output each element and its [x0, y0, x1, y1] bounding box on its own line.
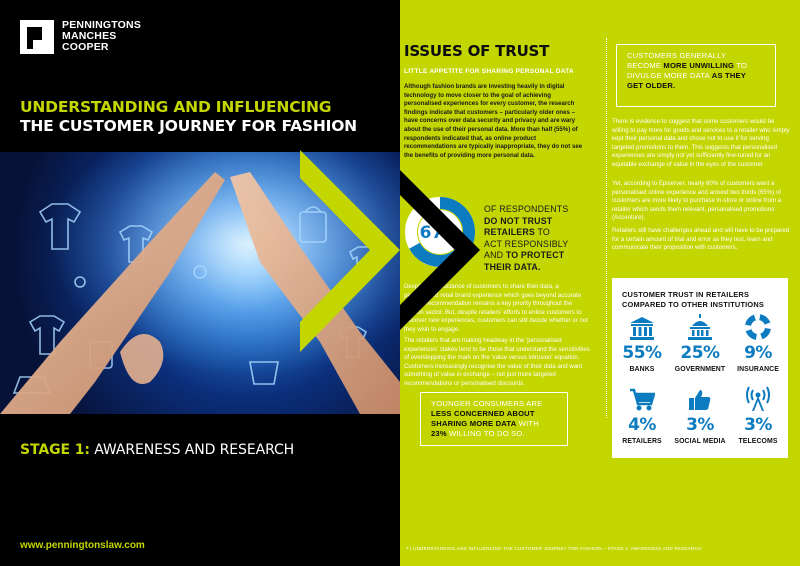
lifebuoy-icon — [730, 314, 786, 340]
page-title: UNDERSTANDING AND INFLUENCING THE CUSTOM… — [20, 98, 357, 136]
pull-quote-younger: YOUNGER CONSUMERS ARE LESS CONCERNED ABO… — [420, 392, 568, 446]
title-line-2: THE CUSTOMER JOURNEY FOR FASHION — [20, 117, 357, 135]
bank-icon — [614, 314, 670, 340]
stage-heading: STAGE 1: AWARENESS AND RESEARCH — [20, 442, 294, 458]
logo-text: PENNINGTONS MANCHES COOPER — [62, 19, 142, 53]
antenna-icon — [730, 386, 786, 412]
page-footer: 7 | UNDERSTANDING AND INFLUENCING THE CU… — [406, 546, 702, 551]
right-page: ISSUES OF TRUST LITTLE APPETITE FOR SHAR… — [400, 0, 800, 566]
page-number: 7 — [406, 546, 409, 551]
column-left: ISSUES OF TRUST LITTLE APPETITE FOR SHAR… — [404, 42, 589, 160]
trust-item-social-media: 3% SOCIAL MEDIA — [672, 386, 728, 445]
body-paragraph-3: There is evidence to suggest that some c… — [612, 118, 790, 168]
stage-text: AWARENESS AND RESEARCH — [94, 442, 295, 458]
shopping-cart-icon — [614, 386, 670, 412]
capitol-icon — [672, 314, 728, 340]
trust-comparison-panel: CUSTOMER TRUST IN RETAILERS COMPARED TO … — [612, 278, 788, 458]
trust-item-government: 25% GOVERNMENT — [672, 314, 728, 373]
trust-panel-title: CUSTOMER TRUST IN RETAILERS COMPARED TO … — [622, 290, 765, 309]
hero-photo — [0, 152, 400, 414]
trust-item-telecoms: 3% TELECOMS — [730, 386, 786, 445]
title-line-1: UNDERSTANDING AND INFLUENCING — [20, 98, 332, 116]
logo-mark — [20, 20, 54, 54]
body-paragraph-4: Yet, according to Episerver, nearly 60% … — [612, 180, 782, 222]
company-logo[interactable]: PENNINGTONS MANCHES COOPER — [20, 20, 141, 54]
body-paragraph-1: Despite the reluctance of customers to s… — [404, 283, 588, 333]
thumbs-up-icon — [672, 386, 728, 412]
trust-item-insurance: 9% INSURANCE — [730, 314, 786, 373]
trust-item-retailers: 4% RETAILERS — [614, 386, 670, 445]
stage-prefix: STAGE 1: — [20, 442, 90, 458]
left-page: PENNINGTONS MANCHES COOPER UNDERSTANDING… — [0, 19, 400, 551]
donut-value: 67% — [420, 223, 461, 243]
stat-callout: 67% OF RESPONDENTS DO NOT TRUST RETAILER… — [404, 196, 589, 272]
website-link[interactable]: www.penningtonslaw.com — [20, 540, 145, 551]
section-heading: ISSUES OF TRUST — [404, 42, 550, 60]
column-divider — [606, 38, 607, 418]
trust-item-banks: 55% BANKS — [614, 314, 670, 373]
footer-text: UNDERSTANDING AND INFLUENCING THE CUSTOM… — [413, 546, 702, 551]
pull-quote-older: CUSTOMERS GENERALLY BECOME MORE UNWILLIN… — [616, 44, 776, 107]
section-subheading: LITTLE APPETITE FOR SHARING PERSONAL DAT… — [404, 68, 574, 75]
intro-paragraph: Although fashion brands are investing he… — [404, 83, 583, 159]
stat-text: OF RESPONDENTS DO NOT TRUST RETAILERS TO… — [484, 204, 569, 272]
body-paragraph-5: Retailers still have challenges ahead an… — [612, 227, 790, 252]
donut-chart: 67% — [405, 197, 475, 267]
body-paragraph-2: The retailers that are making headway in… — [404, 337, 590, 387]
